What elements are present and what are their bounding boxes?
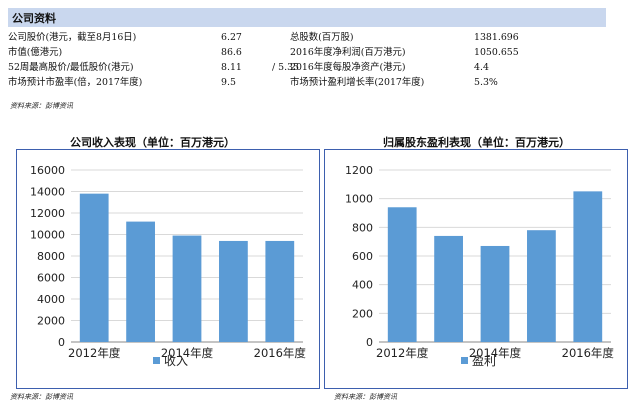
revenue-chart-title: 公司收入表现（单位：百万港元） <box>70 136 235 149</box>
bar <box>79 193 109 342</box>
info-label-right: 2016年度每股净资产(港元) <box>290 62 406 73</box>
profit-chart: 0 200 400 600 800 1000 1200 2012年度 2014年度 2016年度盈… <box>345 164 615 368</box>
source-note-right: 资料来源：彭博资讯 <box>334 393 397 401</box>
y-tick-label: 800 <box>352 221 373 234</box>
x-tick-label: 2016年度 <box>562 346 615 360</box>
info-value-left: 86.6 <box>221 47 242 58</box>
source-note-left: 资料来源：彭博资讯 <box>10 393 73 401</box>
info-label-left: 市场预计市盈率(倍，2017年度) <box>8 77 143 88</box>
info-label-left: 52周最高股价/最低股价(港元) <box>8 62 134 73</box>
y-tick-label: 0 <box>366 336 373 349</box>
info-label-left: 市值(億港元) <box>8 47 63 58</box>
bar <box>387 207 417 342</box>
info-value-left: 6.27 <box>221 32 242 43</box>
y-tick-label: 400 <box>352 279 373 292</box>
x-tick-label: 2012年度 <box>376 346 429 360</box>
legend-swatch <box>153 357 160 364</box>
bar <box>480 245 510 342</box>
y-tick-label: 2000 <box>37 315 65 328</box>
y-tick-label: 200 <box>352 307 373 320</box>
source-note: 资料来源：彭博资讯 <box>10 102 73 110</box>
bar <box>573 191 603 342</box>
info-value-right: 1050.655 <box>474 47 519 58</box>
bar <box>434 235 463 342</box>
legend-label: 收入 <box>164 354 188 368</box>
info-value-left: 8.11 <box>221 62 242 73</box>
y-tick-label: 0 <box>58 336 65 349</box>
revenue-chart: 0 2000 4000 6000 8000 10000 12000 14000 16000 201… <box>30 164 307 368</box>
y-tick-label: 8000 <box>37 250 65 263</box>
info-value-right: 5.3% <box>474 77 498 88</box>
revenue-chart-frame: 0 2000 4000 6000 8000 10000 12000 14000 16000 201… <box>16 149 320 389</box>
y-tick-label: 600 <box>352 250 373 263</box>
bar <box>126 221 155 342</box>
company-info-header: 公司资料 <box>8 8 606 27</box>
y-tick-label: 14000 <box>30 186 65 199</box>
profit-chart-frame: 0 200 400 600 800 1000 1200 2012年度 2014年度 2016年度盈… <box>324 149 628 389</box>
legend-swatch <box>461 357 468 364</box>
bar <box>219 240 248 342</box>
y-tick-label: 1200 <box>345 164 373 177</box>
info-value-right: 1381.696 <box>474 32 519 43</box>
info-label-left: 公司股价(港元，截至8月16日) <box>8 32 137 43</box>
bar <box>265 240 295 342</box>
info-label-right: 2016年度净利润(百万港元) <box>290 47 406 58</box>
x-tick-label: 2012年度 <box>68 346 121 360</box>
company-info-title: 公司资料 <box>12 12 56 25</box>
x-tick-label: 2016年度 <box>254 346 307 360</box>
y-tick-label: 4000 <box>37 293 65 306</box>
y-tick-label: 1000 <box>345 193 373 206</box>
info-label-right: 总股数(百万股) <box>290 32 354 43</box>
info-label-right: 市场预计盈利增长率(2017年度) <box>290 77 425 88</box>
y-tick-label: 16000 <box>30 164 65 177</box>
legend-label: 盈利 <box>472 354 496 368</box>
info-value-left-2: / 5.35 <box>272 62 300 73</box>
x-tick-label: 2014年度 <box>161 346 214 360</box>
info-value-left: 9.5 <box>221 77 236 88</box>
y-tick-label: 12000 <box>30 207 65 220</box>
info-value-right: 4.4 <box>474 62 489 73</box>
bar <box>172 235 202 342</box>
y-tick-label: 6000 <box>37 272 65 285</box>
x-tick-label: 2014年度 <box>469 346 522 360</box>
y-tick-label: 10000 <box>30 229 65 242</box>
profit-chart-title: 归属股东盈利表现（单位：百万港元） <box>383 136 570 149</box>
bar <box>527 230 556 342</box>
